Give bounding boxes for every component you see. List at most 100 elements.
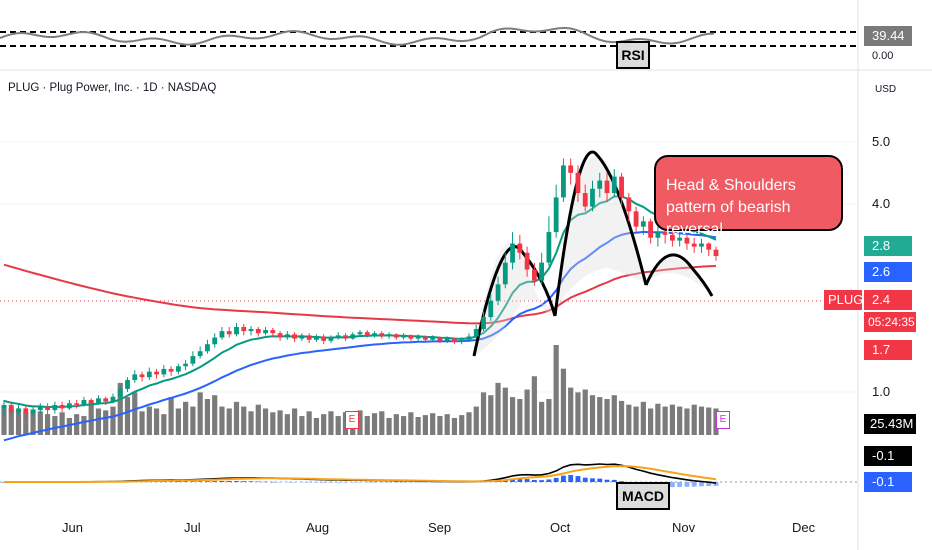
y-tick: 4.0 bbox=[872, 196, 891, 211]
volume-bar bbox=[669, 404, 676, 435]
rsi-line bbox=[0, 26, 715, 46]
volume-bar bbox=[553, 345, 559, 435]
volume-bar bbox=[633, 406, 639, 435]
candle-body bbox=[81, 399, 87, 405]
macd-hist-bar bbox=[306, 482, 312, 483]
y-tick: 5.0 bbox=[872, 134, 891, 149]
candle-body bbox=[343, 335, 348, 339]
volume-bar bbox=[44, 414, 51, 435]
y-tick: 1.0 bbox=[872, 384, 891, 399]
candle-body bbox=[132, 374, 138, 381]
candle-body bbox=[168, 368, 174, 372]
candle-body bbox=[299, 335, 305, 339]
candle-body bbox=[524, 252, 530, 270]
candle-body bbox=[502, 262, 508, 285]
ema-slow-tag: 2.6 bbox=[864, 262, 912, 282]
candle-body bbox=[670, 234, 675, 241]
macd-hist-bar bbox=[561, 475, 566, 482]
volume-bar bbox=[611, 395, 617, 435]
candle-body bbox=[713, 249, 719, 257]
volume-bar bbox=[408, 412, 414, 435]
candle-body bbox=[517, 243, 523, 253]
candle-body bbox=[655, 232, 661, 238]
volume-bar bbox=[524, 389, 530, 435]
candle-body bbox=[270, 330, 276, 334]
candle-body bbox=[190, 356, 196, 364]
candle-body bbox=[611, 176, 617, 194]
macd-hist-bar bbox=[611, 479, 617, 482]
macd-value-tag: -0.1 bbox=[864, 446, 912, 466]
volume-bar bbox=[168, 397, 174, 435]
rsi-label: RSI bbox=[616, 41, 650, 69]
macd-hist-bar bbox=[401, 482, 406, 483]
macd-hist-bar bbox=[575, 476, 581, 482]
macd-hist-bar bbox=[393, 482, 399, 483]
volume-bar bbox=[204, 399, 211, 435]
macd-hist-bar bbox=[379, 482, 385, 483]
volume-bar bbox=[248, 411, 254, 435]
x-tick: Sep bbox=[428, 520, 452, 535]
symbol-tag: PLUG bbox=[824, 290, 863, 310]
volume-bar bbox=[212, 395, 218, 435]
volume-bar bbox=[371, 413, 378, 435]
macd-hist-bar bbox=[568, 475, 574, 482]
earnings-marker[interactable]: E bbox=[345, 411, 359, 429]
macd-hist-bar bbox=[241, 481, 247, 482]
candle-body bbox=[568, 165, 574, 173]
volume-bar bbox=[473, 406, 479, 435]
macd-hist-bar bbox=[582, 477, 588, 482]
macd-hist-bar bbox=[619, 481, 624, 482]
macd-hist-bar bbox=[415, 482, 421, 483]
volume-bar bbox=[292, 408, 298, 435]
volume-bar bbox=[299, 416, 305, 435]
candle-body bbox=[422, 336, 428, 340]
volume-bar bbox=[706, 407, 712, 435]
x-tick: Jun bbox=[62, 520, 83, 535]
candle-body bbox=[1, 404, 7, 409]
macd-hist-bar bbox=[197, 481, 203, 482]
candle-body bbox=[379, 333, 385, 337]
volume-bar bbox=[691, 404, 697, 435]
candle-body bbox=[45, 406, 50, 411]
macd-hist-bar bbox=[604, 479, 610, 482]
macd-hist-bar bbox=[408, 482, 414, 483]
candle-body bbox=[539, 262, 545, 281]
volume-bar bbox=[262, 408, 269, 435]
macd-pane bbox=[0, 463, 858, 488]
volume-bar bbox=[139, 411, 145, 435]
symbol-header: PLUG · Plug Power, Inc. · 1D · NASDAQ bbox=[8, 82, 217, 94]
candle-body bbox=[364, 332, 370, 336]
candle-body bbox=[633, 211, 639, 227]
candle-body bbox=[372, 333, 377, 336]
macd-hist-bar bbox=[328, 482, 334, 483]
volume-bar bbox=[197, 392, 203, 435]
candle-body bbox=[139, 374, 145, 378]
candle-body bbox=[561, 165, 566, 198]
macd-hist-bar bbox=[531, 479, 537, 482]
volume-bar bbox=[81, 416, 87, 435]
rsi-value-tag: 39.44 bbox=[864, 26, 912, 46]
x-tick: Jul bbox=[184, 520, 201, 535]
currency-label[interactable]: USD bbox=[875, 84, 897, 95]
candle-body bbox=[248, 329, 254, 332]
volume-bar bbox=[226, 408, 232, 435]
volume-bar bbox=[117, 382, 123, 435]
volume-bar bbox=[648, 408, 654, 435]
x-tick: Nov bbox=[672, 520, 696, 535]
volume-bar bbox=[23, 412, 29, 435]
candle-body bbox=[197, 351, 203, 357]
macd-hist-bar bbox=[350, 482, 356, 483]
macd-hist-bar bbox=[343, 482, 348, 483]
macd-hist-bar bbox=[263, 481, 268, 483]
earnings-marker[interactable]: E bbox=[716, 411, 730, 429]
volume-bar bbox=[509, 397, 516, 435]
volume-bar bbox=[480, 392, 487, 435]
macd-hist-bar bbox=[321, 482, 327, 483]
candle-body bbox=[125, 380, 130, 389]
candle-body bbox=[328, 337, 334, 341]
candle-body bbox=[205, 344, 210, 352]
macd-hist-bar bbox=[706, 482, 712, 487]
macd-label: MACD bbox=[616, 482, 670, 510]
volume-bar bbox=[560, 368, 567, 435]
candle-body bbox=[23, 408, 29, 414]
